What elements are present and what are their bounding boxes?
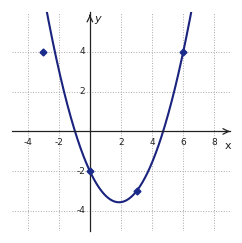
- Text: 4: 4: [149, 139, 155, 148]
- Text: 2: 2: [118, 139, 124, 148]
- Text: y: y: [95, 14, 101, 24]
- Text: -4: -4: [76, 207, 85, 216]
- Text: 4: 4: [80, 47, 85, 56]
- Text: 2: 2: [80, 87, 85, 96]
- Text: -4: -4: [23, 139, 32, 148]
- Text: 6: 6: [180, 139, 186, 148]
- Text: 8: 8: [212, 139, 217, 148]
- Text: x: x: [225, 141, 232, 151]
- Text: -2: -2: [76, 167, 85, 176]
- Text: -2: -2: [54, 139, 63, 148]
